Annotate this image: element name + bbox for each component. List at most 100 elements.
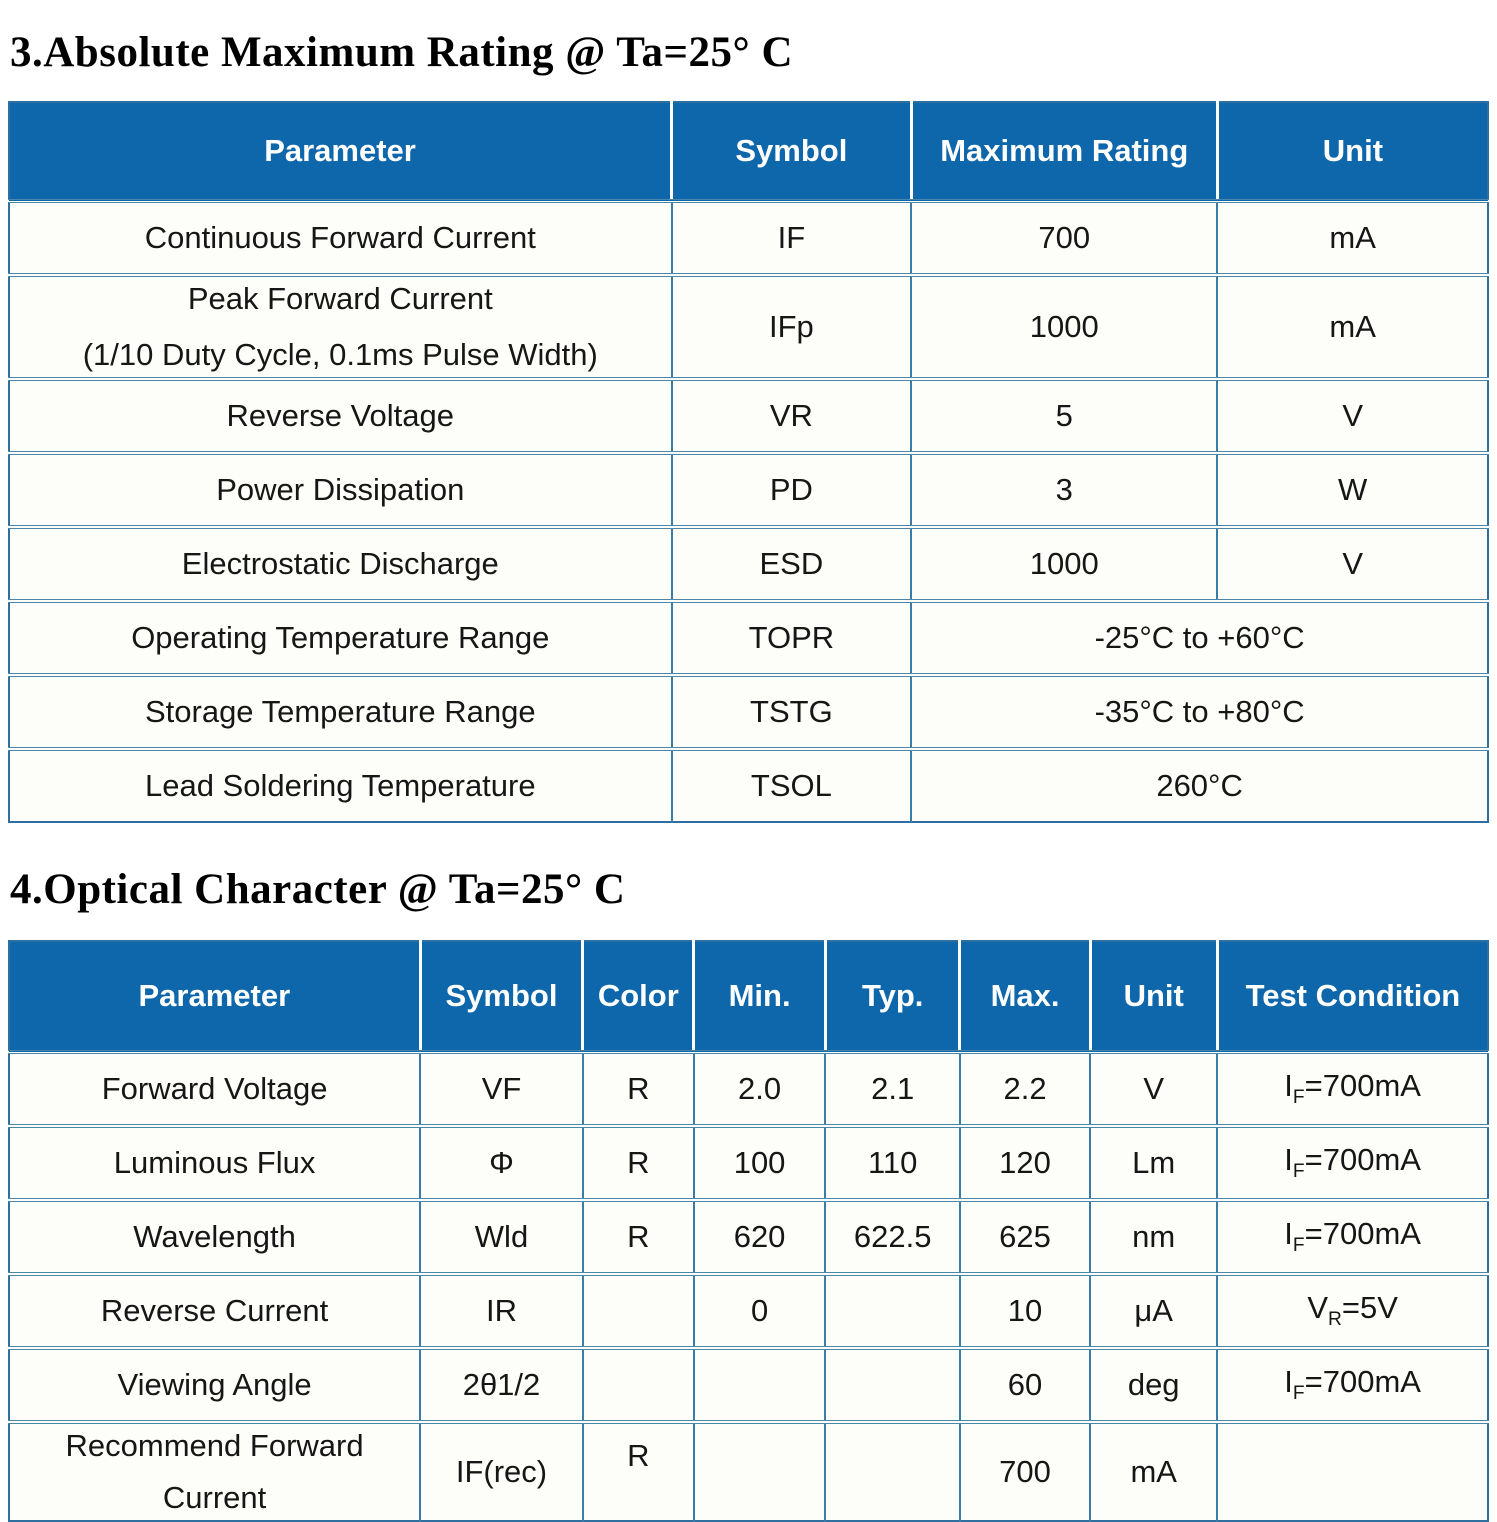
cell-min: 2.0 [692, 1050, 826, 1126]
cell-parameter: Recommend Forward Current [9, 1420, 421, 1521]
cell-typ [824, 1272, 960, 1348]
table-row: Viewing Angle 2θ1/2 60 deg IF=700mA [9, 1346, 1488, 1422]
cell-parameter: Forward Voltage [9, 1050, 421, 1126]
cell-symbol: Wld [419, 1198, 583, 1274]
col-header-max: Max. [958, 941, 1091, 1052]
table-header-row: Parameter Symbol Color Min. Typ. Max. Un… [9, 941, 1488, 1052]
cell-symbol: ESD [670, 525, 912, 601]
table-row: Peak Forward Current (1/10 Duty Cycle, 0… [9, 273, 1488, 379]
cell-test-condition: IF=700mA [1216, 1198, 1488, 1274]
col-header-min: Min. [692, 941, 826, 1052]
table-row: Reverse Voltage VR 5 V [9, 377, 1488, 453]
section-3-title: 3.Absolute Maximum Rating @ Ta=25° C [10, 29, 793, 76]
cell-unit: Lm [1089, 1124, 1218, 1200]
cell-parameter: Continuous Forward Current [9, 199, 672, 275]
table-row: Recommend Forward Current IF(rec) R 700 … [9, 1420, 1488, 1521]
table-row: Electrostatic Discharge ESD 1000 V [9, 525, 1488, 601]
cell-symbol: VR [670, 377, 912, 453]
cell-symbol: IF(rec) [419, 1420, 583, 1521]
cell-typ [824, 1420, 960, 1521]
cell-parameter: Luminous Flux [9, 1124, 421, 1200]
cell-color [581, 1346, 694, 1422]
cell-color: R [581, 1124, 694, 1200]
parameter-line1: Recommend Forward [65, 1428, 364, 1463]
cell-max: 700 [958, 1420, 1091, 1521]
cell-unit: nm [1089, 1198, 1218, 1274]
cell-rating: 1000 [910, 273, 1218, 379]
table-header-row: Parameter Symbol Maximum Rating Unit [9, 102, 1488, 201]
cell-typ: 2.1 [824, 1050, 960, 1126]
cell-rating: 5 [910, 377, 1218, 453]
optical-character-table: Parameter Symbol Color Min. Typ. Max. Un… [8, 940, 1489, 1522]
cell-rating-merged: -25°C to +60°C [910, 599, 1488, 675]
cell-max: 60 [958, 1346, 1091, 1422]
table-row: Storage Temperature Range TSTG -35°C to … [9, 673, 1488, 749]
cell-parameter: Power Dissipation [9, 451, 672, 527]
cell-unit: V [1216, 525, 1488, 601]
table-row: Lead Soldering Temperature TSOL 260°C [9, 747, 1488, 822]
cell-rating-merged: -35°C to +80°C [910, 673, 1488, 749]
table-row: Forward Voltage VF R 2.0 2.1 2.2 V IF=70… [9, 1050, 1488, 1126]
cell-parameter: Viewing Angle [9, 1346, 421, 1422]
cell-symbol: IFp [670, 273, 912, 379]
cell-color: R [581, 1198, 694, 1274]
cell-unit: mA [1216, 273, 1488, 379]
cell-symbol: TSTG [670, 673, 912, 749]
cell-unit: W [1216, 451, 1488, 527]
cell-min: 100 [692, 1124, 826, 1200]
cell-min [692, 1346, 826, 1422]
cell-parameter: Operating Temperature Range [9, 599, 672, 675]
col-header-parameter: Parameter [9, 941, 421, 1052]
cell-rating-merged: 260°C [910, 747, 1488, 822]
cell-min: 620 [692, 1198, 826, 1274]
cell-typ [824, 1346, 960, 1422]
cell-parameter: Peak Forward Current (1/10 Duty Cycle, 0… [9, 273, 672, 379]
cell-symbol: PD [670, 451, 912, 527]
cell-test-condition: IF=700mA [1216, 1124, 1488, 1200]
table-row: Continuous Forward Current IF 700 mA [9, 199, 1488, 275]
table-row: Luminous Flux Φ R 100 110 120 Lm IF=700m… [9, 1124, 1488, 1200]
col-header-unit: Unit [1088, 941, 1218, 1052]
cell-unit: deg [1089, 1346, 1218, 1422]
section-4-title: 4.Optical Character @ Ta=25° C [10, 866, 626, 913]
cell-rating: 700 [910, 199, 1218, 275]
cell-symbol: 2θ1/2 [419, 1346, 583, 1422]
cell-parameter: Reverse Voltage [9, 377, 672, 453]
cell-symbol: TOPR [670, 599, 912, 675]
cell-rating: 3 [910, 451, 1218, 527]
cell-test-condition: VR=5V [1216, 1272, 1488, 1348]
cell-color: R [581, 1050, 694, 1126]
col-header-symbol: Symbol [418, 941, 583, 1052]
col-header-color: Color [581, 941, 694, 1052]
cell-symbol: TSOL [670, 747, 912, 822]
cell-unit: V [1089, 1050, 1218, 1126]
cell-typ: 622.5 [824, 1198, 960, 1274]
col-header-typ: Typ. [823, 941, 960, 1052]
col-header-unit: Unit [1215, 102, 1488, 201]
cell-unit: μA [1089, 1272, 1218, 1348]
cell-min [692, 1420, 826, 1521]
col-header-parameter: Parameter [9, 102, 672, 201]
cell-typ: 110 [824, 1124, 960, 1200]
cell-color [581, 1272, 694, 1348]
cell-symbol: Φ [419, 1124, 583, 1200]
cell-parameter: Electrostatic Discharge [9, 525, 672, 601]
col-header-symbol: Symbol [670, 102, 912, 201]
parameter-line1: Peak Forward Current [187, 281, 493, 316]
cell-test-condition: IF=700mA [1216, 1050, 1488, 1126]
col-header-test-condition: Test Condition [1215, 941, 1488, 1052]
table-row: Operating Temperature Range TOPR -25°C t… [9, 599, 1488, 675]
cell-symbol: IR [419, 1272, 583, 1348]
cell-parameter: Lead Soldering Temperature [9, 747, 672, 822]
cell-symbol: VF [419, 1050, 583, 1126]
cell-unit: mA [1089, 1420, 1218, 1521]
table-row: Reverse Current IR 0 10 μA VR=5V [9, 1272, 1488, 1348]
cell-parameter: Storage Temperature Range [9, 673, 672, 749]
cell-rating: 1000 [910, 525, 1218, 601]
cell-unit: V [1216, 377, 1488, 453]
cell-test-condition: IF=700mA [1216, 1346, 1488, 1422]
parameter-line2: Current [162, 1480, 267, 1515]
cell-unit: mA [1216, 199, 1488, 275]
cell-max: 10 [958, 1272, 1091, 1348]
